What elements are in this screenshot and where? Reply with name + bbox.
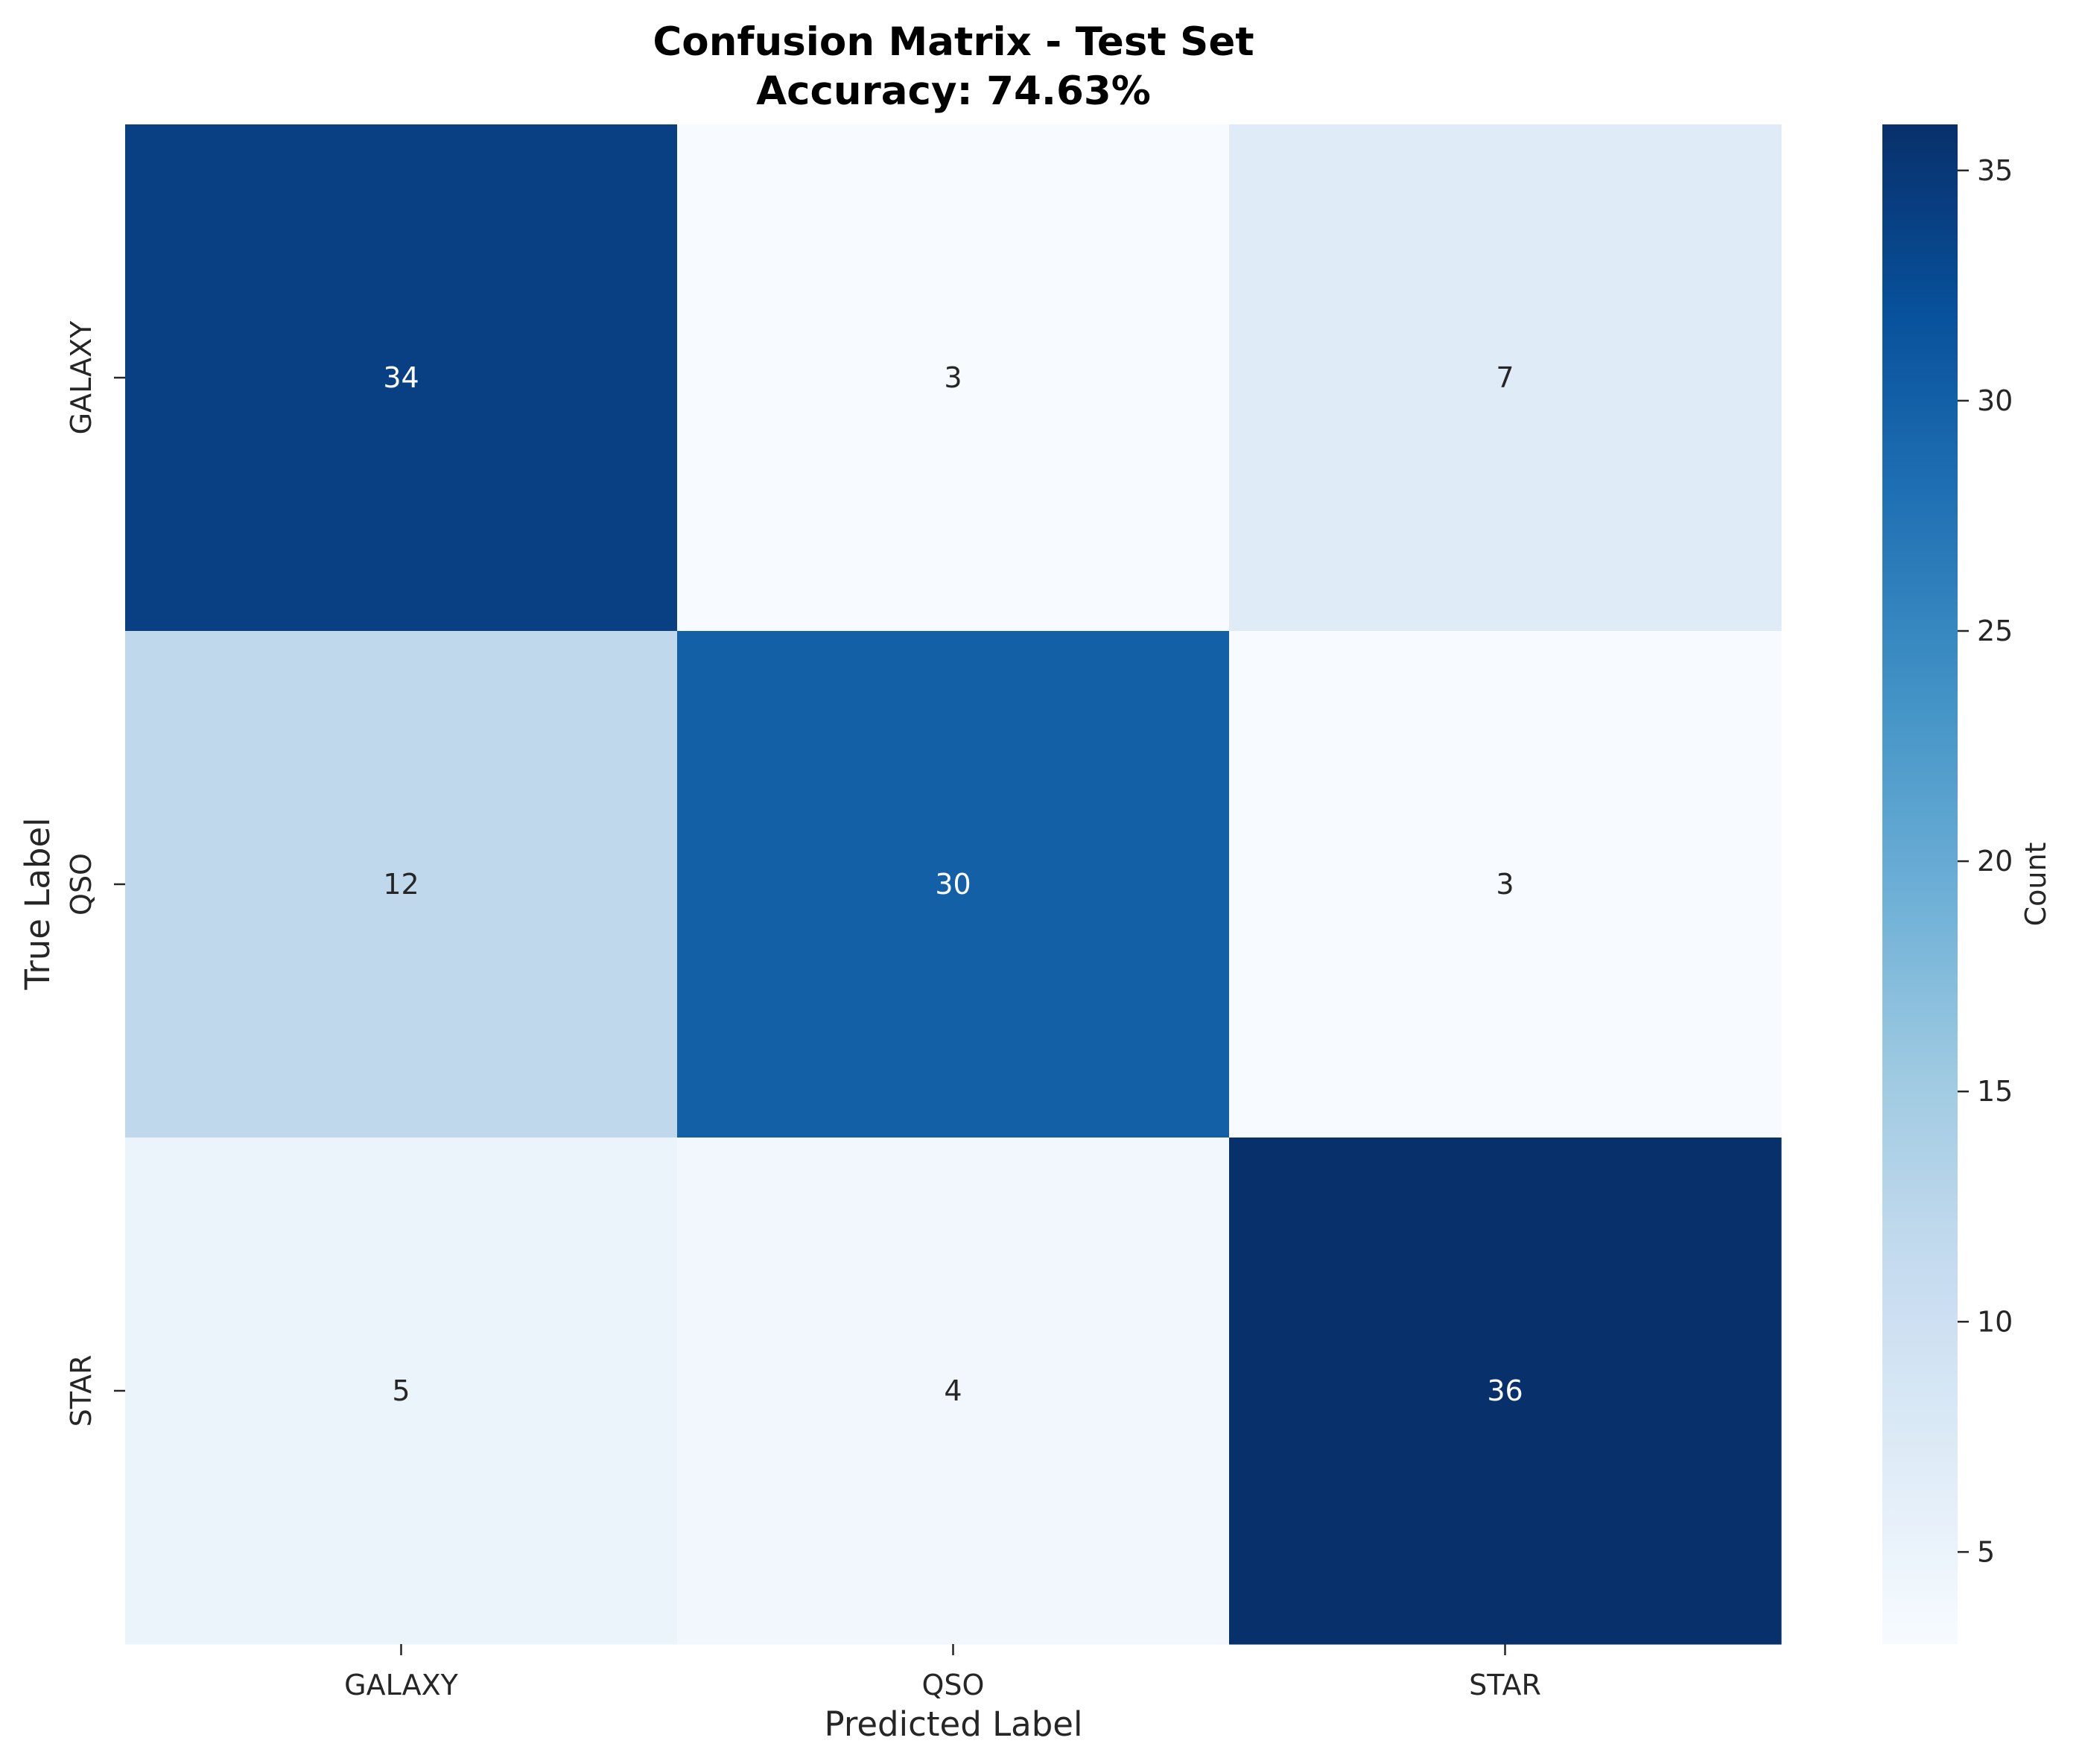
colorbar-tick-label-30: 30 [1977, 384, 2013, 417]
x-tick-label-qso: QSO [922, 1669, 985, 1701]
cell-value-galaxy-star: 7 [1496, 361, 1514, 394]
colorbar-tick-label-20: 20 [1977, 845, 2013, 878]
heatmap-cell-star-galaxy [125, 1138, 678, 1645]
cell-value-star-galaxy: 5 [392, 1374, 410, 1407]
y-axis-ticks: GALAXY QSO STAR [65, 320, 125, 1427]
heatmap-cell-qso-galaxy [125, 631, 678, 1138]
heatmap-cell-galaxy-qso [677, 124, 1230, 632]
colorbar [1882, 124, 1958, 1644]
y-axis-label: True Label [18, 817, 57, 990]
cell-value-galaxy-qso: 3 [944, 361, 962, 394]
chart-title: Confusion Matrix - Test Set [653, 19, 1254, 65]
cell-value-qso-galaxy: 12 [383, 868, 419, 901]
colorbar-ticks: 5 10 15 20 25 30 35 [1958, 154, 2013, 1568]
colorbar-tick-label-15: 15 [1977, 1075, 2013, 1108]
x-axis-ticks: GALAXY QSO STAR [344, 1644, 1541, 1701]
chart-subtitle: Accuracy: 74.63% [756, 69, 1151, 114]
colorbar-tick-label-25: 25 [1977, 615, 2013, 647]
heatmap-cells [125, 124, 1782, 1645]
x-axis-label: Predicted Label [825, 1704, 1083, 1744]
colorbar-tick-label-10: 10 [1977, 1305, 2013, 1338]
heatmap-cell-qso-qso [677, 631, 1230, 1138]
colorbar-tick-label-35: 35 [1977, 154, 2013, 187]
y-tick-label-star: STAR [65, 1355, 98, 1427]
cell-value-star-qso: 4 [944, 1374, 962, 1407]
heatmap-cell-galaxy-star [1229, 124, 1782, 632]
heatmap-cell-galaxy-galaxy [125, 124, 678, 632]
cell-value-galaxy-galaxy: 34 [383, 361, 419, 394]
colorbar-label: Count [2019, 843, 2052, 927]
cell-value-qso-qso: 30 [935, 868, 971, 901]
heatmap-cell-star-qso [677, 1138, 1230, 1645]
colorbar-tick-label-5: 5 [1977, 1535, 1995, 1568]
heatmap-cell-star-star [1229, 1138, 1782, 1645]
cell-value-qso-star: 3 [1496, 868, 1514, 901]
y-tick-label-galaxy: GALAXY [65, 320, 98, 435]
x-tick-label-galaxy: GALAXY [344, 1669, 459, 1701]
heatmap-cell-qso-star [1229, 631, 1782, 1138]
x-tick-label-star: STAR [1469, 1669, 1541, 1701]
heatmap-cell-labels: 34 3 7 12 30 3 5 4 36 [383, 361, 1523, 1407]
cell-value-star-star: 36 [1487, 1374, 1523, 1407]
y-tick-label-qso: QSO [65, 853, 98, 916]
